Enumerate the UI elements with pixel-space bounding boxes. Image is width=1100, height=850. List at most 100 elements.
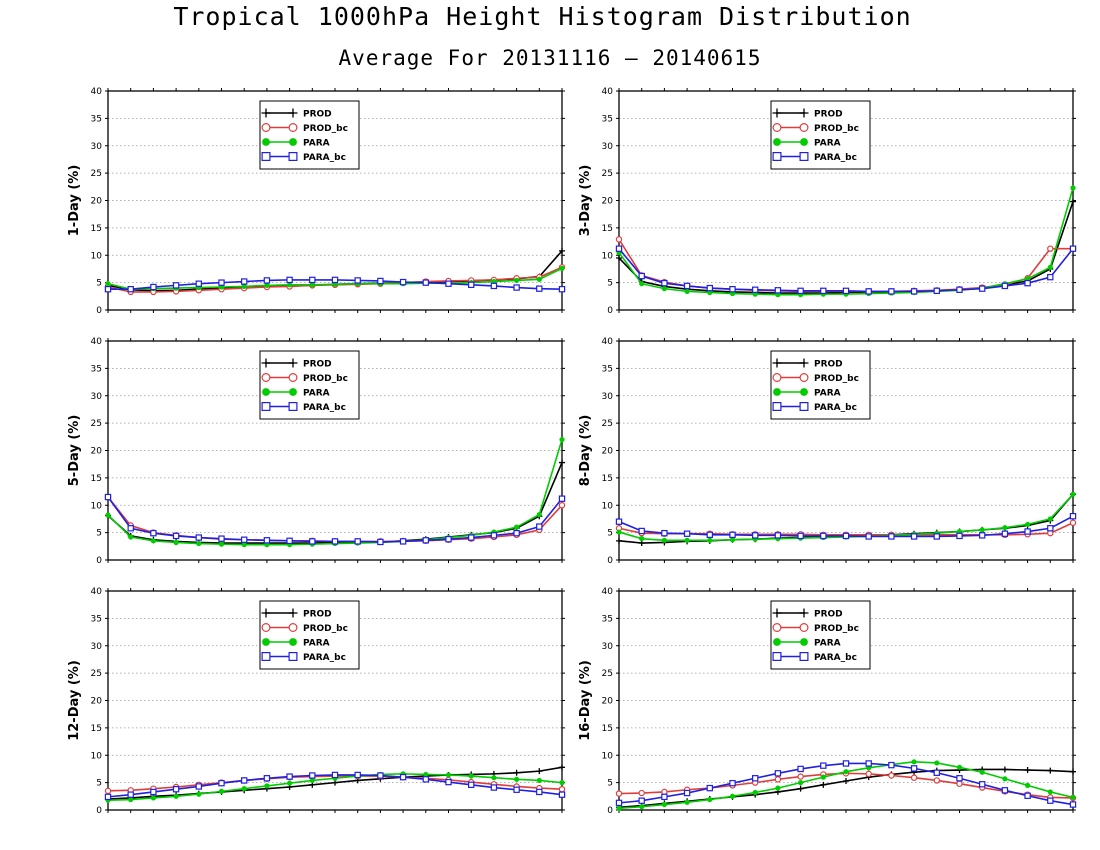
y-tick-label: 40 — [91, 337, 103, 347]
y-tick-label: 20 — [602, 197, 614, 207]
data-point — [638, 797, 645, 804]
y-tick-label: 25 — [91, 169, 102, 179]
data-point — [910, 774, 918, 781]
legend-marker — [288, 358, 298, 368]
y-tick-label: 15 — [91, 724, 102, 734]
y-tick-label: 30 — [91, 392, 103, 402]
data-point — [445, 772, 452, 778]
data-point — [933, 533, 941, 540]
legend-label: PROD — [814, 110, 843, 120]
data-point — [559, 247, 565, 254]
y-tick-label: 5 — [607, 529, 613, 539]
y-tick-label: 35 — [91, 614, 102, 624]
legend-marker — [799, 622, 809, 632]
y-tick-label: 5 — [607, 779, 613, 789]
data-point — [1069, 801, 1077, 808]
legend-label: PARA — [303, 389, 330, 399]
data-point — [865, 288, 872, 295]
data-point — [865, 770, 872, 778]
legend-label: PARA_bc — [814, 653, 857, 663]
data-point — [558, 502, 566, 509]
y-tick-label: 35 — [602, 114, 613, 124]
legend-label: PROD — [814, 360, 843, 370]
data-point — [513, 284, 520, 291]
data-point — [683, 282, 691, 290]
plot-frame — [107, 90, 563, 311]
data-point — [559, 459, 565, 466]
legend-label: PROD_bc — [814, 124, 859, 134]
legend-label: PARA_bc — [303, 403, 346, 413]
data-point — [933, 777, 941, 784]
data-point — [706, 531, 714, 539]
y-tick-label: 35 — [602, 614, 613, 624]
legend-marker — [262, 138, 270, 146]
data-point — [888, 288, 895, 295]
series-para-bc — [615, 245, 1077, 295]
data-point — [354, 771, 361, 779]
data-point — [616, 529, 622, 535]
data-point — [888, 772, 895, 779]
y-tick-label: 15 — [602, 474, 613, 484]
data-point — [1001, 787, 1009, 794]
data-point — [707, 796, 713, 803]
data-point — [979, 769, 985, 775]
legend-marker — [772, 152, 782, 162]
y-tick-label: 40 — [602, 337, 614, 347]
y-tick-label: 20 — [91, 697, 103, 707]
data-point — [513, 769, 520, 776]
data-point — [1070, 768, 1076, 775]
legend: PROD PROD_bc PARA PARA_bc — [259, 600, 360, 670]
data-point — [752, 789, 758, 796]
legend-marker — [800, 138, 808, 146]
series-para-bc — [615, 512, 1077, 540]
data-point — [536, 285, 543, 292]
data-point — [1024, 792, 1031, 799]
y-tick-label: 10 — [602, 751, 614, 761]
y-tick-label: 35 — [91, 364, 102, 374]
data-point — [536, 523, 543, 530]
y-tick-label: 0 — [96, 306, 102, 316]
legend-marker — [772, 122, 782, 132]
y-tick-label: 35 — [602, 364, 613, 374]
data-point — [1001, 530, 1009, 537]
data-point — [1070, 491, 1076, 497]
legend-marker — [773, 138, 781, 146]
y-tick-label: 15 — [602, 724, 613, 734]
data-point — [195, 783, 202, 790]
plot-frame — [107, 590, 563, 811]
y-tick-label: 5 — [96, 279, 102, 289]
data-point — [263, 277, 271, 284]
data-point — [173, 539, 179, 546]
legend-label: PROD_bc — [303, 624, 348, 634]
data-point — [888, 761, 895, 769]
data-point — [377, 538, 384, 546]
data-point — [150, 538, 156, 544]
data-point — [843, 769, 849, 775]
data-point — [638, 527, 645, 535]
data-point — [536, 276, 542, 282]
data-point — [933, 769, 941, 776]
data-point — [1047, 525, 1054, 532]
data-point — [1025, 521, 1031, 528]
data-point — [843, 777, 849, 784]
data-point — [513, 786, 520, 793]
data-point — [286, 537, 293, 545]
data-point — [127, 285, 134, 293]
data-point — [1024, 767, 1031, 774]
legend-marker — [289, 388, 297, 396]
y-tick-label: 25 — [602, 169, 613, 179]
data-point — [354, 538, 361, 545]
data-point — [263, 775, 271, 782]
data-point — [286, 773, 293, 780]
legend-marker — [772, 622, 782, 632]
data-point — [1069, 519, 1077, 526]
data-point — [468, 281, 475, 289]
y-tick-label: 25 — [602, 419, 613, 429]
data-point — [287, 780, 293, 786]
data-point — [218, 535, 225, 542]
data-point — [774, 287, 782, 294]
data-point — [354, 277, 361, 284]
y-tick-label: 10 — [91, 501, 103, 511]
data-point — [842, 532, 850, 540]
data-point — [309, 538, 316, 545]
